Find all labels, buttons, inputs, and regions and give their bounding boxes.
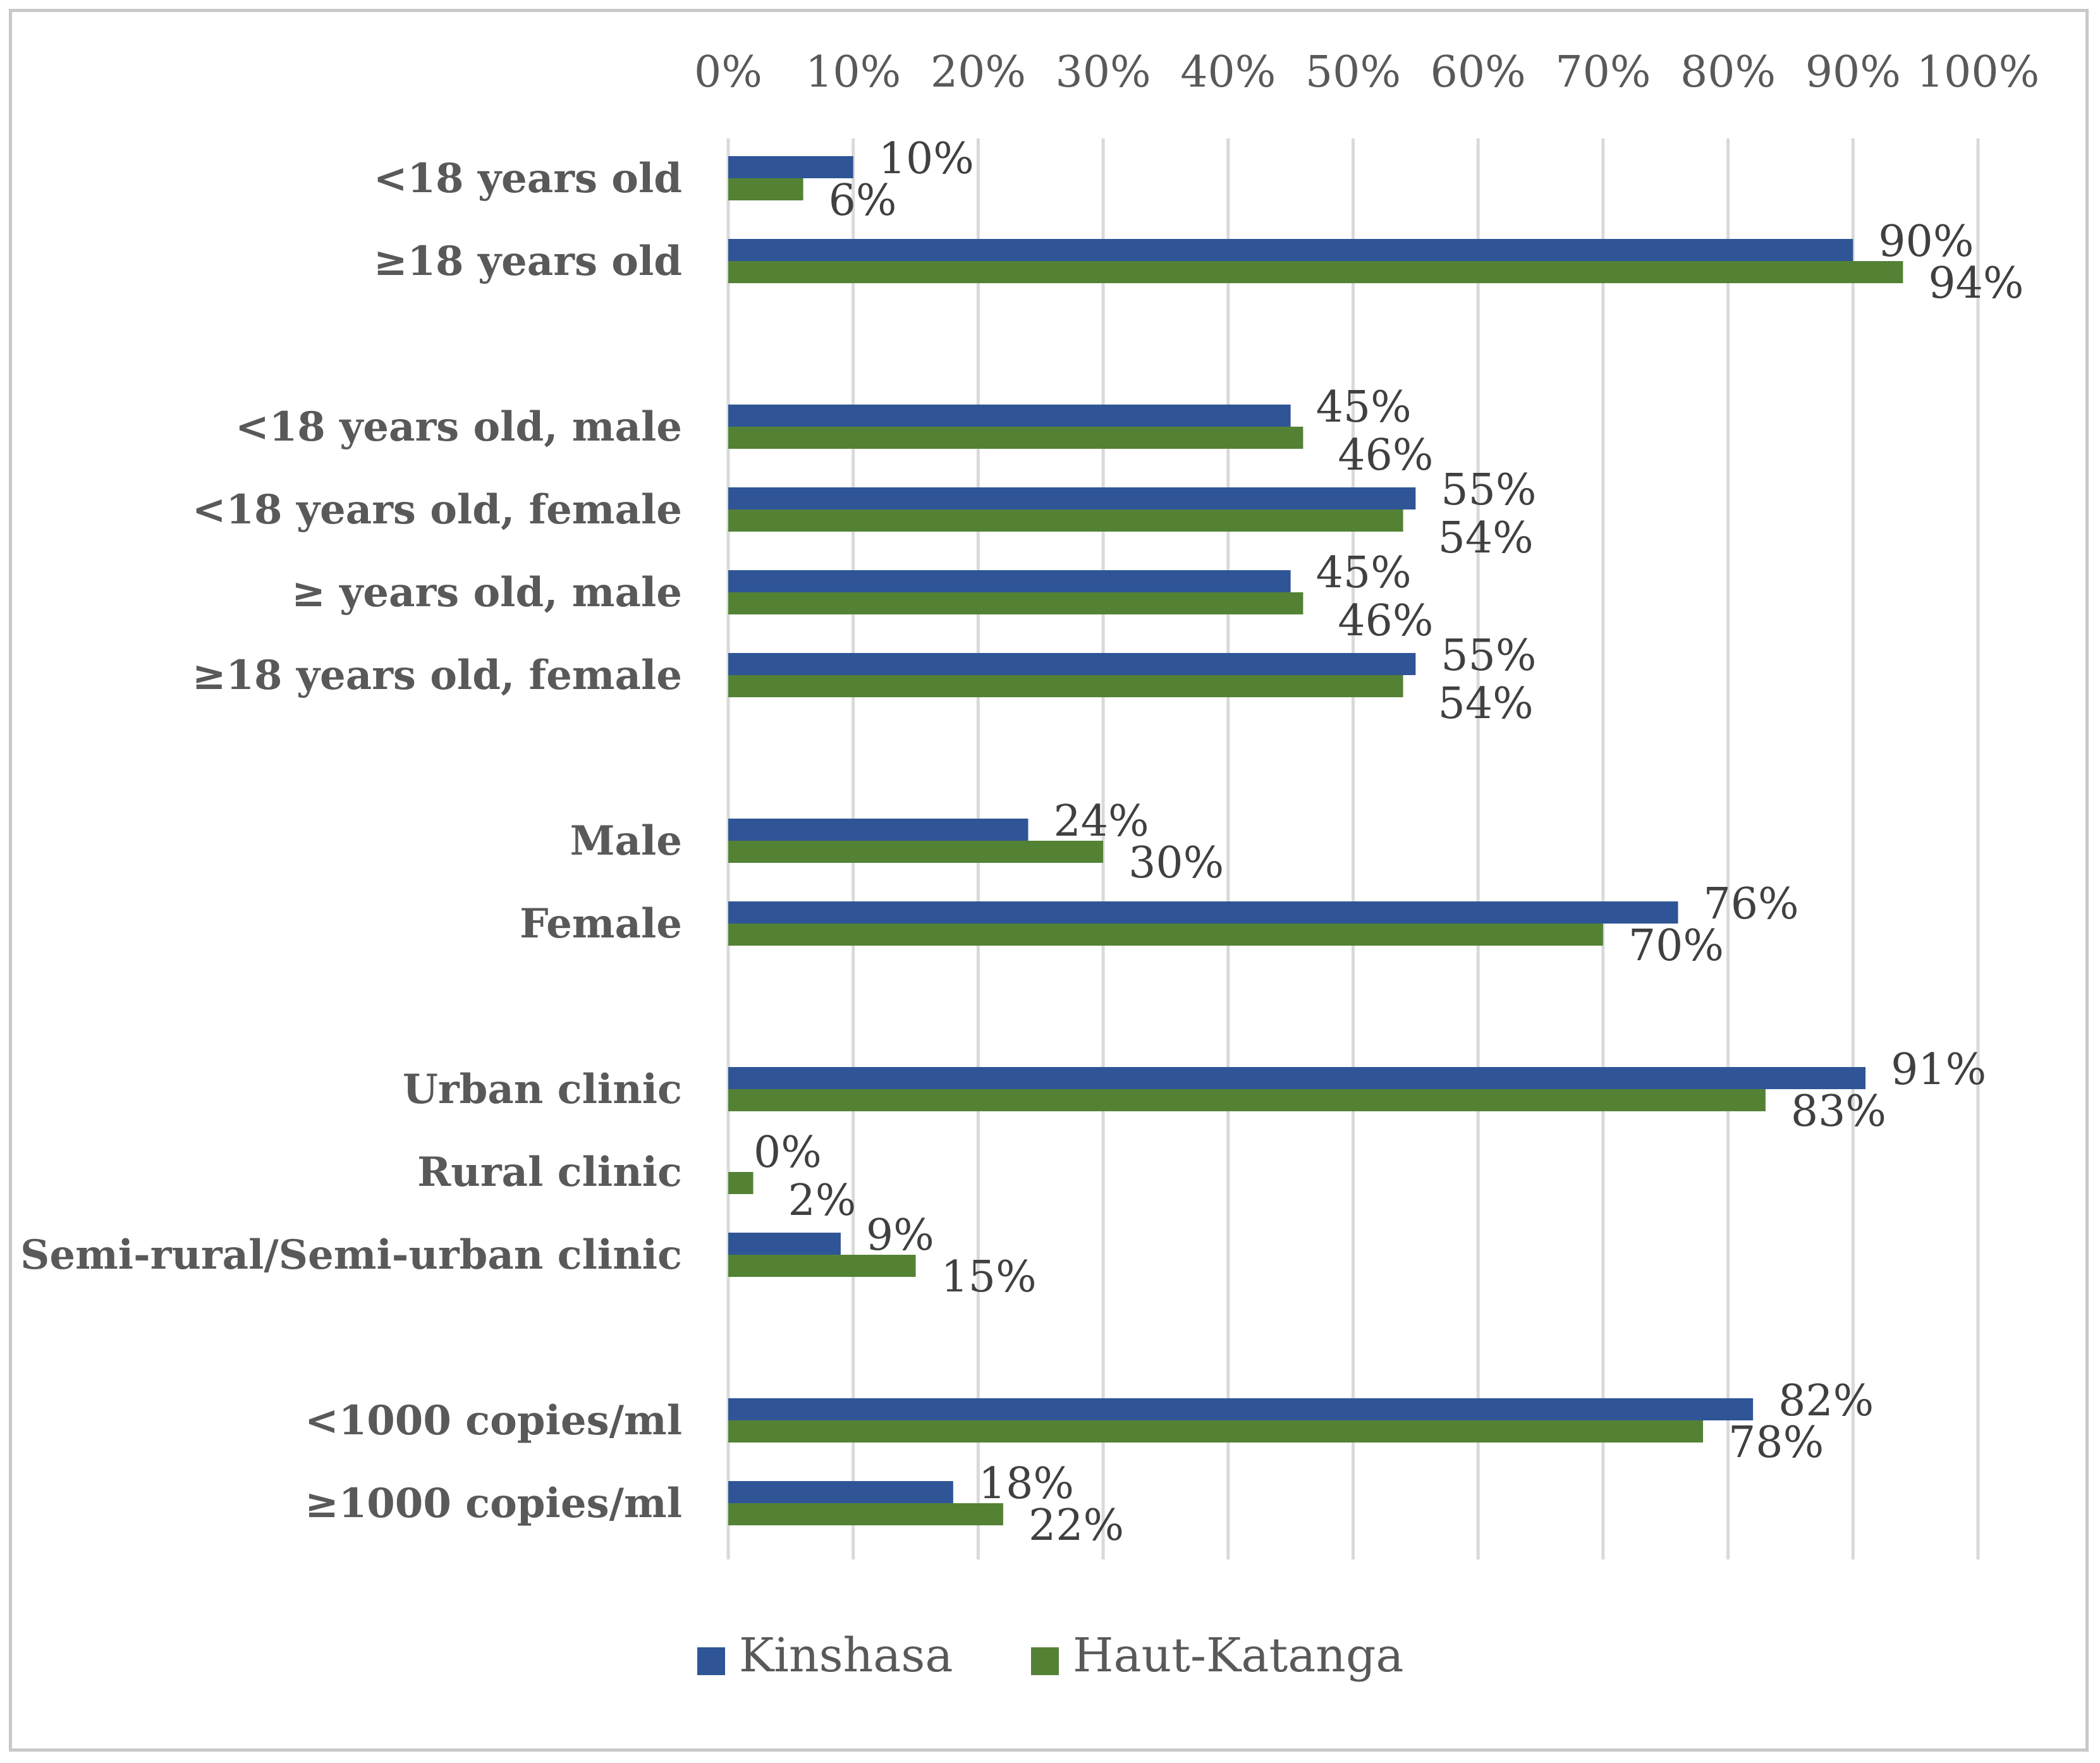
data-label-kinshasa-1000-copies-ml: 18%: [979, 1459, 1074, 1509]
bar-haut-katanga-1000-copies-ml: [728, 1420, 1704, 1443]
data-label-haut-katanga-rural-clinic: 2%: [788, 1176, 857, 1226]
data-label-kinshasa-1000-copies-ml: 82%: [1778, 1376, 1874, 1426]
data-label-haut-katanga-1000-copies-ml: 22%: [1029, 1501, 1124, 1551]
bar-kinshasa-18-years-old: [728, 156, 853, 178]
bar-haut-katanga-semi-rural-semi-urban-clinic: [728, 1255, 916, 1277]
bar-kinshasa-18-years-old-male: [728, 405, 1291, 427]
data-label-kinshasa-female: 76%: [1704, 879, 1799, 929]
bar-kinshasa-male: [728, 819, 1029, 841]
data-label-haut-katanga-male: 30%: [1128, 838, 1224, 888]
category-label-18-years-old-female: ≥18 years old, female: [192, 652, 682, 699]
x-tick-label: 0%: [694, 47, 762, 97]
x-tick-label: 90%: [1805, 47, 1901, 97]
category-label-1000-copies-ml: <1000 copies/ml: [305, 1397, 682, 1444]
gridlines: [726, 138, 1980, 1559]
bar-kinshasa-semi-rural-semi-urban-clinic: [728, 1233, 841, 1255]
category-label-18-years-old-male: <18 years old, male: [235, 403, 682, 451]
bar-haut-katanga-male: [728, 841, 1104, 863]
data-label-kinshasa-semi-rural-semi-urban-clinic: 9%: [866, 1211, 934, 1260]
data-label-haut-katanga-1000-copies-ml: 78%: [1728, 1418, 1824, 1468]
category-label-1000-copies-ml: ≥1000 copies/ml: [305, 1480, 682, 1527]
x-axis-ticks: 0% 10% 20% 30% 40% 50% 60% 70% 80% 90% 100%: [694, 47, 2039, 97]
x-tick-label: 20%: [931, 47, 1026, 97]
legend-swatch-haut-katanga: [1031, 1647, 1059, 1675]
bar-haut-katanga-18-years-old-female: [728, 675, 1403, 697]
data-label-haut-katanga-urban-clinic: 83%: [1791, 1087, 1886, 1137]
data-label-kinshasa-years-old-male: 45%: [1316, 548, 1412, 598]
category-labels: <18 years old ≥18 years old <18 years old,…: [20, 155, 682, 1527]
bar-haut-katanga-18-years-old-female: [728, 509, 1403, 532]
x-tick-label: 30%: [1056, 47, 1151, 97]
bar-haut-katanga-years-old-male: [728, 592, 1303, 614]
data-label-haut-katanga-semi-rural-semi-urban-clinic: 15%: [941, 1252, 1037, 1302]
data-label-haut-katanga-18-years-old: 94%: [1928, 259, 2024, 308]
legend-label-haut-katanga: Haut-Katanga: [1073, 1628, 1403, 1683]
bar-kinshasa-urban-clinic: [728, 1067, 1866, 1089]
bar-kinshasa-18-years-old-female: [728, 487, 1416, 509]
category-label-18-years-old: ≥18 years old: [374, 238, 682, 285]
x-tick-label: 100%: [1917, 47, 2039, 97]
x-tick-label: 40%: [1180, 47, 1276, 97]
bars: [728, 156, 1903, 1525]
x-tick-label: 50%: [1305, 47, 1401, 97]
data-label-haut-katanga-18-years-old-female: 54%: [1438, 513, 1534, 563]
x-tick-label: 10%: [805, 47, 901, 97]
data-label-kinshasa-18-years-old-female: 55%: [1441, 631, 1536, 681]
x-tick-label: 80%: [1680, 47, 1776, 97]
bar-haut-katanga-18-years-old: [728, 178, 803, 200]
data-label-kinshasa-18-years-old-female: 55%: [1441, 465, 1536, 515]
bar-haut-katanga-18-years-old: [728, 261, 1903, 283]
bar-kinshasa-18-years-old: [728, 239, 1853, 261]
category-label-18-years-old: <18 years old: [374, 155, 682, 202]
bar-kinshasa-1000-copies-ml: [728, 1481, 953, 1503]
data-label-haut-katanga-18-years-old-male: 46%: [1338, 430, 1433, 480]
category-label-18-years-old-female: <18 years old, female: [192, 486, 682, 534]
bar-kinshasa-years-old-male: [728, 570, 1291, 592]
bar-kinshasa-1000-copies-ml: [728, 1398, 1754, 1420]
category-label-male: Male: [570, 817, 682, 865]
legend-swatch-kinshasa: [697, 1647, 725, 1675]
data-label-haut-katanga-18-years-old: 6%: [829, 176, 897, 226]
data-label-haut-katanga-years-old-male: 46%: [1338, 596, 1433, 646]
bar-kinshasa-female: [728, 901, 1678, 924]
category-label-urban-clinic: Urban clinic: [403, 1066, 682, 1113]
data-label-kinshasa-18-years-old: 10%: [879, 134, 974, 184]
bar-haut-katanga-urban-clinic: [728, 1089, 1766, 1111]
data-label-kinshasa-18-years-old: 90%: [1878, 217, 1974, 267]
x-tick-label: 60%: [1431, 47, 1526, 97]
bar-haut-katanga-female: [728, 924, 1603, 946]
chart-frame: 0% 10% 20% 30% 40% 50% 60% 70% 80% 90% 100% <18 ye…: [9, 9, 2089, 1752]
legend-label-kinshasa: Kinshasa: [739, 1628, 953, 1683]
bar-kinshasa-18-years-old-female: [728, 653, 1416, 675]
category-label-female: Female: [520, 900, 682, 948]
legend: Kinshasa Haut-Katanga: [697, 1628, 1403, 1683]
bar-haut-katanga-18-years-old-male: [728, 427, 1303, 449]
category-label-years-old-male: ≥ years old, male: [291, 569, 682, 616]
category-label-rural-clinic: Rural clinic: [417, 1149, 682, 1196]
data-label-kinshasa-18-years-old-male: 45%: [1316, 382, 1412, 432]
data-label-kinshasa-rural-clinic: 0%: [754, 1128, 822, 1178]
x-tick-label: 70%: [1555, 47, 1651, 97]
data-label-haut-katanga-18-years-old-female: 54%: [1438, 679, 1534, 729]
bar-haut-katanga-1000-copies-ml: [728, 1503, 1003, 1525]
chart-canvas: 0% 10% 20% 30% 40% 50% 60% 70% 80% 90% 100% <18 ye…: [20, 47, 2039, 1683]
category-label-semi-rural-semi-urban-clinic: Semi-rural/Semi-urban clinic: [20, 1231, 682, 1279]
data-labels: 10%6%90%94%45%46%55%54%45%46%55%54%24%30…: [754, 134, 2024, 1551]
data-label-kinshasa-urban-clinic: 91%: [1891, 1045, 1986, 1095]
data-label-kinshasa-male: 24%: [1053, 796, 1149, 846]
data-label-haut-katanga-female: 70%: [1628, 921, 1724, 971]
bar-haut-katanga-rural-clinic: [728, 1172, 754, 1194]
